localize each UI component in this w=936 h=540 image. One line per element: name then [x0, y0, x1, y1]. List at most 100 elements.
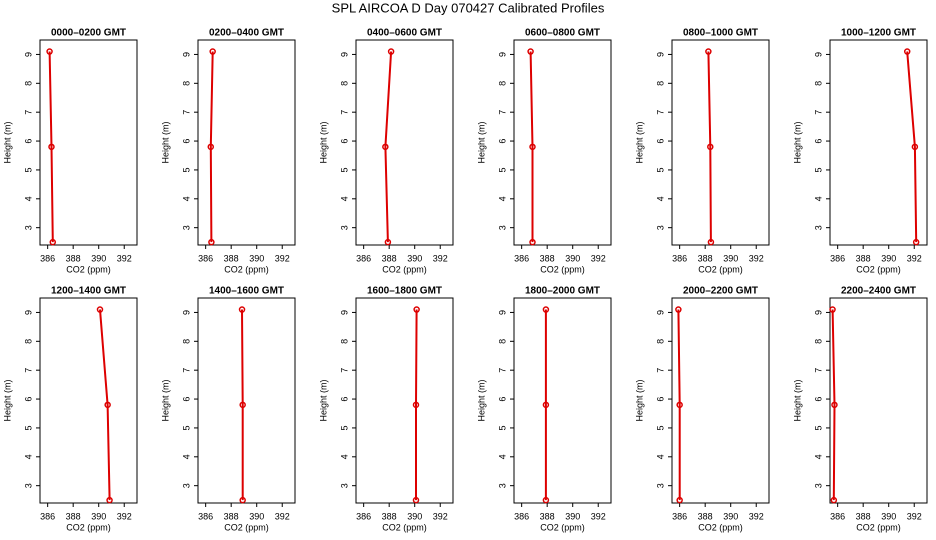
y-tick-label: 5 [655, 167, 665, 172]
y-tick-label: 4 [813, 196, 823, 201]
x-tick-label: 390 [723, 511, 738, 521]
profile-point [912, 238, 920, 246]
y-tick-label: 5 [23, 425, 33, 430]
y-tick-label: 6 [813, 397, 823, 402]
x-tick-label: 390 [565, 253, 580, 263]
profile-point [707, 238, 715, 246]
x-axis-label: CO2 (ppm) [382, 522, 427, 532]
plot-frame [829, 297, 928, 504]
y-tick-label: 4 [339, 196, 349, 201]
profile-point [529, 238, 536, 246]
y-tick-label: 7 [813, 110, 823, 115]
y-tick-label: 5 [181, 425, 191, 430]
plot-frame [355, 39, 454, 246]
y-axis-label: Height (m) [318, 379, 328, 421]
y-axis-label: Height (m) [160, 379, 170, 421]
x-axis-label: CO2 (ppm) [66, 522, 111, 532]
panel-title: 1800–2000 GMT [525, 286, 600, 297]
x-axis-label: CO2 (ppm) [698, 264, 743, 274]
profile-point [829, 306, 836, 313]
y-tick-label: 5 [813, 167, 823, 172]
profile-line [529, 51, 534, 243]
y-tick-label: 3 [497, 225, 507, 230]
x-tick-label: 388 [224, 253, 239, 263]
profile-point [239, 401, 246, 409]
profile-point [104, 401, 111, 409]
x-axis-label: CO2 (ppm) [856, 264, 901, 274]
x-tick-label: 386 [672, 511, 687, 521]
y-tick-label: 3 [181, 483, 191, 488]
y-tick-label: 7 [23, 368, 33, 373]
y-tick-label: 9 [339, 310, 349, 315]
x-tick-label: 392 [433, 511, 448, 521]
x-tick-label: 386 [40, 511, 55, 521]
profile-point [382, 143, 389, 151]
y-tick-label: 5 [813, 425, 823, 430]
y-tick-label: 4 [181, 454, 191, 459]
y-tick-label: 9 [23, 310, 33, 315]
y-axis-label: Height (m) [476, 121, 486, 163]
profile-point [675, 306, 682, 313]
profile-point [705, 48, 712, 55]
profile-point [412, 496, 420, 504]
x-tick-label: 388 [698, 511, 713, 521]
x-axis-label: CO2 (ppm) [66, 264, 111, 274]
profile-line [831, 309, 836, 501]
y-tick-label: 6 [497, 139, 507, 144]
x-axis-label: CO2 (ppm) [698, 522, 743, 532]
y-tick-label: 3 [813, 225, 823, 230]
y-tick-label: 6 [813, 139, 823, 144]
y-tick-label: 3 [339, 483, 349, 488]
profile-line [99, 309, 111, 501]
y-tick-label: 3 [23, 225, 33, 230]
x-tick-label: 392 [907, 511, 922, 521]
y-tick-label: 3 [23, 483, 33, 488]
y-tick-label: 7 [655, 368, 665, 373]
y-tick-label: 7 [497, 110, 507, 115]
y-tick-label: 4 [339, 454, 349, 459]
x-tick-label: 392 [749, 253, 764, 263]
profile-point [831, 401, 838, 409]
x-axis-label: CO2 (ppm) [856, 522, 901, 532]
x-tick-label: 388 [540, 253, 555, 263]
y-tick-label: 6 [497, 397, 507, 402]
chart-title: SPL AIRCOA D Day 070427 Calibrated Profi… [332, 0, 605, 15]
y-tick-label: 5 [497, 167, 507, 172]
y-tick-label: 6 [23, 397, 33, 402]
panel-title: 0800–1000 GMT [683, 28, 758, 39]
x-tick-label: 386 [514, 511, 529, 521]
y-tick-label: 8 [23, 339, 33, 344]
profile-point [542, 496, 550, 504]
y-axis-label: Height (m) [2, 121, 12, 163]
x-tick-label: 392 [433, 253, 448, 263]
y-tick-label: 8 [813, 339, 823, 344]
plot-frame [197, 39, 296, 246]
x-tick-label: 390 [249, 253, 264, 263]
profile-point [676, 401, 683, 409]
y-tick-label: 3 [655, 483, 665, 488]
x-tick-label: 386 [830, 511, 845, 521]
y-axis-label: Height (m) [2, 379, 12, 421]
x-axis-label: CO2 (ppm) [540, 264, 585, 274]
x-axis-label: CO2 (ppm) [224, 522, 269, 532]
x-tick-label: 386 [198, 253, 213, 263]
y-tick-label: 9 [813, 310, 823, 315]
y-axis-label: Height (m) [634, 121, 644, 163]
x-tick-label: 388 [66, 253, 81, 263]
profile-point [238, 306, 246, 313]
profile-point [48, 143, 55, 151]
y-axis-label: Height (m) [160, 121, 170, 163]
x-tick-label: 386 [356, 511, 371, 521]
profile-point [208, 238, 215, 246]
plot-frame [197, 297, 296, 504]
y-tick-label: 6 [655, 139, 665, 144]
profile-point [903, 48, 911, 55]
y-tick-label: 3 [497, 483, 507, 488]
plot-frame [39, 297, 138, 504]
y-tick-label: 6 [339, 397, 349, 402]
profile-point [209, 48, 216, 55]
x-tick-label: 388 [698, 253, 713, 263]
profile-line [906, 51, 918, 243]
y-tick-label: 9 [655, 52, 665, 57]
